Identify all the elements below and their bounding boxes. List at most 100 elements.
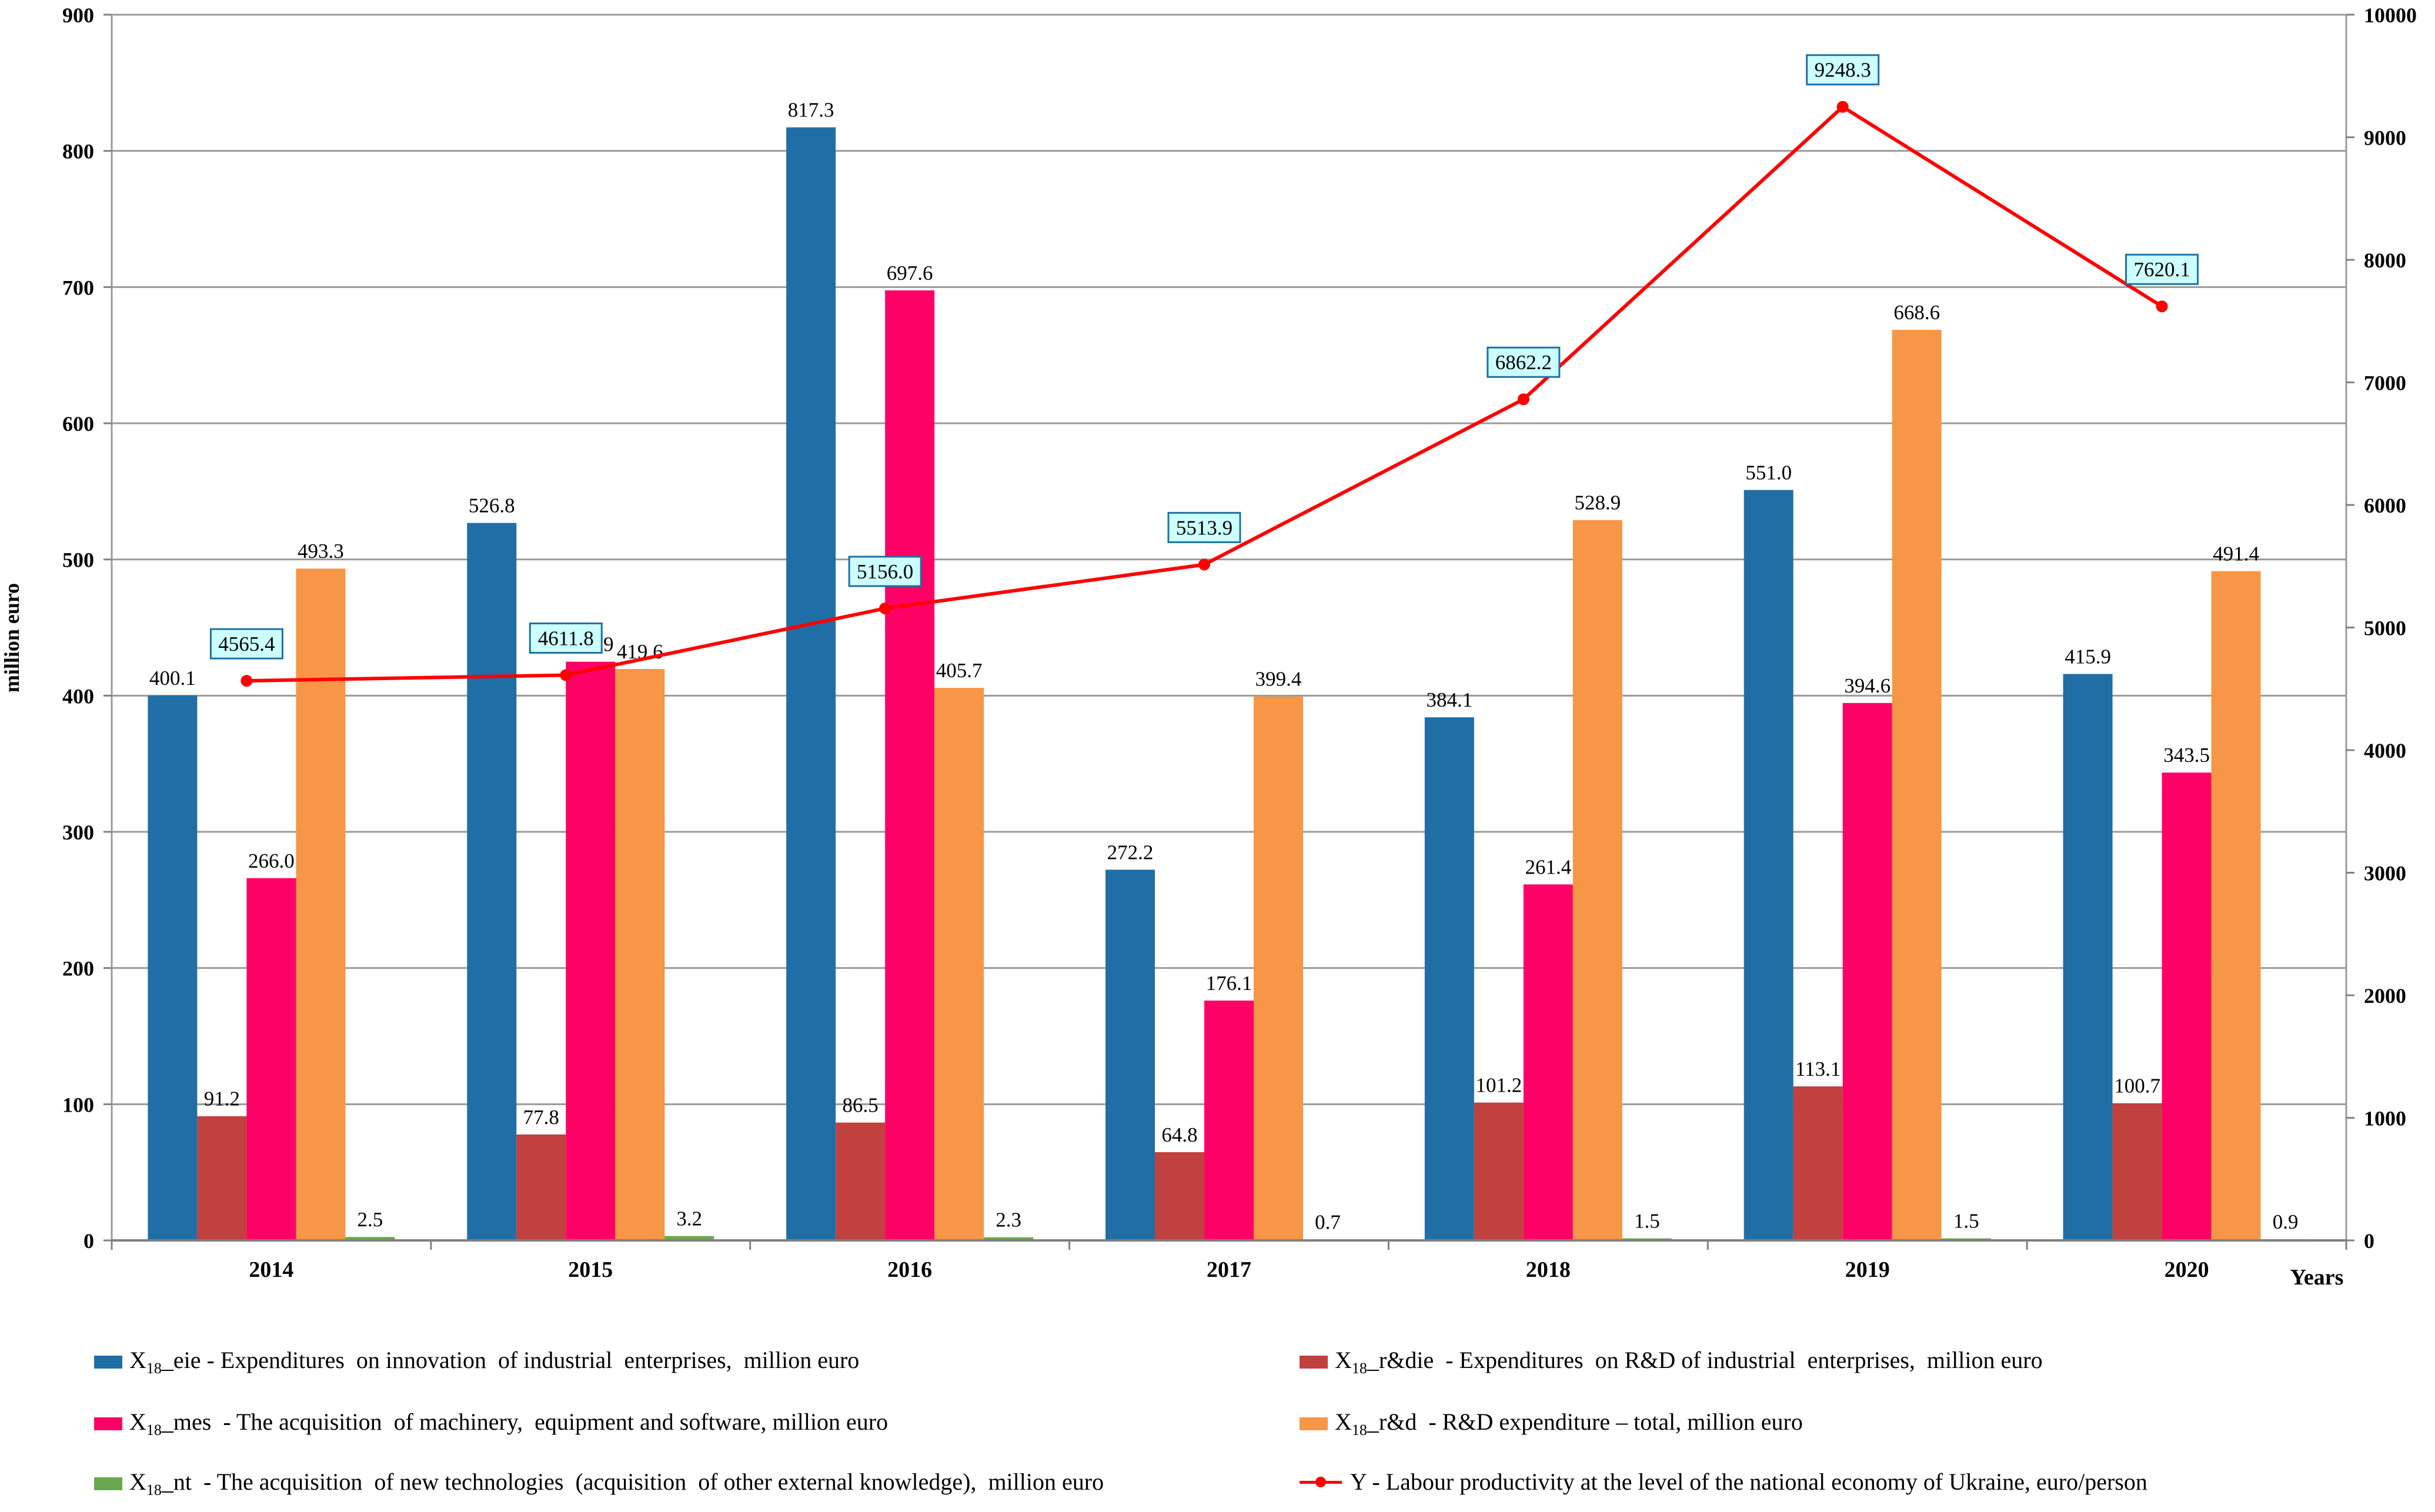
productivity-label: 6862.2: [1495, 351, 1552, 374]
bar-label: 1.5: [1953, 1210, 1979, 1233]
y-tick-label: 800: [62, 140, 94, 163]
bar-label: 0.7: [1315, 1210, 1341, 1233]
bar-label: 113.1: [1795, 1058, 1841, 1081]
bar-label: 86.5: [843, 1094, 879, 1117]
bar-label: 0.9: [2273, 1210, 2299, 1233]
y2-tick-label: 8000: [2364, 249, 2406, 272]
bar-X18_nt-2016: [984, 1237, 1034, 1240]
bar-label: 77.8: [523, 1106, 559, 1129]
y-tick-label: 100: [62, 1093, 94, 1116]
bar-X18_eie-2018: [1424, 717, 1474, 1240]
productivity-label: 4611.8: [538, 627, 594, 650]
bar-label: 817.3: [788, 99, 834, 122]
tick-labels: 0 100 200 300 400 500 600 700 800 900 0 1000 2000 300…: [62, 4, 2417, 1282]
productivity-label-box: [1806, 54, 1880, 86]
bar-X18_mes-2017: [1204, 1001, 1254, 1240]
productivity-label-box: [209, 628, 283, 660]
bar-X18_r&die-2017: [1155, 1152, 1204, 1240]
bar-X18_eie-2019: [1743, 490, 1793, 1241]
productivity-point: [560, 669, 572, 681]
bar-label: 399.4: [1255, 668, 1302, 691]
productivity-label: 7620.1: [2133, 258, 2190, 281]
productivity-point: [1198, 558, 1210, 571]
bar-X18_r&d-2014: [296, 568, 346, 1240]
bar-label: 493.3: [298, 540, 344, 563]
y2-tick-label: 3000: [2364, 862, 2406, 885]
bar-label: 266.0: [248, 849, 295, 872]
bar-label: 2.3: [996, 1209, 1021, 1232]
productivity-label: 5156.0: [857, 560, 913, 583]
y2-tick-label: 10000: [2364, 4, 2417, 27]
bar-X18_r&die-2014: [197, 1116, 247, 1240]
y-tick-label: 0: [83, 1229, 94, 1253]
bar-X18_r&d-2020: [2211, 571, 2261, 1240]
bar-X18_mes-2019: [1842, 703, 1892, 1240]
bar-label: 394.6: [1844, 674, 1890, 697]
y2-tick-label: 1000: [2364, 1107, 2406, 1130]
x-tick-label: 2020: [2165, 1257, 2209, 1282]
x-tick-label: 2018: [1526, 1257, 1571, 1282]
bar-X18_nt-2014: [345, 1237, 395, 1240]
bar-X18_nt-2015: [664, 1236, 714, 1240]
y-tick-label: 600: [62, 412, 94, 436]
bar-label: 526.8: [469, 494, 515, 517]
bar-label: 405.7: [936, 659, 983, 682]
bar-X18_mes-2014: [246, 878, 296, 1240]
bar-X18_mes-2020: [2162, 772, 2212, 1240]
bar-X18_eie-2015: [467, 523, 517, 1240]
y-tick-label: 700: [62, 276, 94, 299]
y-tick-label: 500: [62, 548, 94, 572]
bar-X18_mes-2016: [885, 290, 935, 1241]
x-tick-label: 2015: [568, 1257, 613, 1282]
productivity-label-box: [1487, 346, 1561, 378]
y-tick-label: 900: [62, 4, 94, 27]
productivity-label-box: [2125, 253, 2199, 285]
bar-label: 1.5: [1634, 1210, 1660, 1233]
bar-X18_mes-2018: [1523, 884, 1573, 1240]
productivity-label: 5513.9: [1176, 516, 1232, 539]
productivity-point: [1836, 101, 1849, 113]
bar-label: 176.1: [1206, 972, 1252, 995]
x-tick-label: 2014: [249, 1257, 293, 1282]
productivity-point: [879, 602, 891, 614]
x-tick-label: 2019: [1845, 1257, 1890, 1282]
bar-X18_r&d-2019: [1892, 330, 1942, 1240]
productivity-line: 4565.4 4611.8 5156.0 5513.9 6862.2 9248.3 7620…: [209, 54, 2199, 687]
bar-label: 100.7: [2114, 1075, 2160, 1098]
bar-X18_r&d-2018: [1572, 520, 1622, 1240]
bar-X18_eie-2014: [148, 695, 198, 1240]
bar-X18_r&die-2019: [1793, 1086, 1843, 1240]
bar-X18_r&die-2016: [836, 1122, 886, 1240]
productivity-label: 9248.3: [1815, 59, 1871, 82]
y-tick-label: 300: [62, 821, 94, 844]
y-axis-title: million euro: [0, 583, 24, 693]
y2-tick-label: 4000: [2364, 739, 2406, 762]
y-tick-label: 400: [62, 684, 94, 708]
y2-tick-label: 6000: [2364, 494, 2406, 517]
productivity-point: [1517, 393, 1529, 406]
bar-label: 343.5: [2163, 744, 2210, 767]
y2-tick-label: 2000: [2364, 984, 2406, 1008]
productivity-label-box: [848, 556, 922, 587]
bar-X18_mes-2015: [566, 661, 616, 1240]
y2-tick-label: 7000: [2364, 372, 2406, 395]
bar-X18_r&die-2018: [1474, 1102, 1524, 1240]
y-tick-label: 200: [62, 957, 94, 981]
bar-label: 3.2: [676, 1207, 702, 1230]
bar-label: 261.4: [1525, 855, 1571, 878]
bar-label: 491.4: [2213, 543, 2259, 566]
bar-X18_eie-2016: [786, 127, 836, 1240]
bar-label: 272.2: [1107, 841, 1154, 864]
bar-label: 91.2: [204, 1088, 240, 1110]
bar-label: 668.6: [1893, 301, 1940, 324]
bar-label: 415.9: [2065, 645, 2111, 668]
y2-tick-label: 0: [2364, 1229, 2374, 1253]
bar-label: 2.5: [358, 1208, 383, 1231]
productivity-label: 4565.4: [218, 633, 275, 655]
bar-label: 400.1: [149, 667, 196, 690]
bar-X18_r&die-2020: [2112, 1103, 2162, 1240]
bar-X18_r&d-2017: [1254, 696, 1303, 1240]
productivity-point: [241, 675, 253, 687]
